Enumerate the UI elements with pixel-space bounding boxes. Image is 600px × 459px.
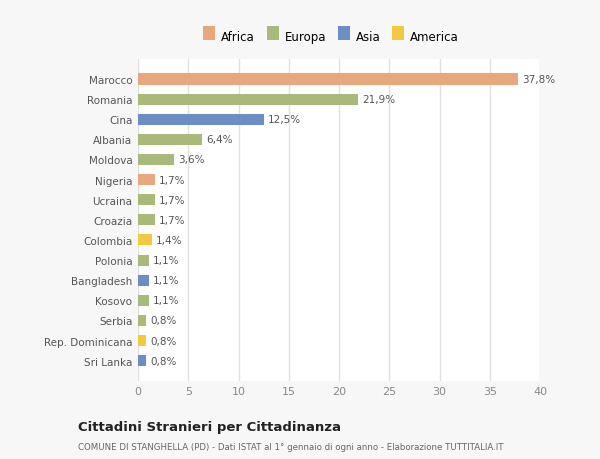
Bar [138, 155, 174, 166]
Text: 6,4%: 6,4% [206, 135, 233, 145]
Text: 1,4%: 1,4% [156, 235, 182, 246]
Bar [138, 114, 263, 125]
Bar [138, 174, 155, 186]
Bar [138, 335, 146, 346]
Text: COMUNE DI STANGHELLA (PD) - Dati ISTAT al 1° gennaio di ogni anno - Elaborazione: COMUNE DI STANGHELLA (PD) - Dati ISTAT a… [78, 442, 503, 451]
Bar [138, 134, 202, 146]
Text: 3,6%: 3,6% [178, 155, 205, 165]
Text: 1,7%: 1,7% [159, 175, 185, 185]
Text: 37,8%: 37,8% [522, 75, 555, 85]
Text: Cittadini Stranieri per Cittadinanza: Cittadini Stranieri per Cittadinanza [78, 420, 341, 433]
Bar [138, 315, 146, 326]
Bar [138, 235, 152, 246]
Bar [138, 195, 155, 206]
Legend: Africa, Europa, Asia, America: Africa, Europa, Asia, America [200, 27, 462, 47]
Text: 0,8%: 0,8% [150, 316, 176, 326]
Text: 1,1%: 1,1% [153, 256, 179, 265]
Bar [138, 295, 149, 306]
Text: 0,8%: 0,8% [150, 336, 176, 346]
Text: 1,7%: 1,7% [159, 195, 185, 205]
Bar [138, 215, 155, 226]
Bar [138, 95, 358, 106]
Text: 1,1%: 1,1% [153, 275, 179, 285]
Text: 1,1%: 1,1% [153, 296, 179, 306]
Text: 12,5%: 12,5% [268, 115, 301, 125]
Bar [138, 74, 518, 85]
Bar [138, 255, 149, 266]
Bar [138, 355, 146, 366]
Text: 21,9%: 21,9% [362, 95, 395, 105]
Text: 0,8%: 0,8% [150, 356, 176, 366]
Text: 1,7%: 1,7% [159, 215, 185, 225]
Bar [138, 275, 149, 286]
